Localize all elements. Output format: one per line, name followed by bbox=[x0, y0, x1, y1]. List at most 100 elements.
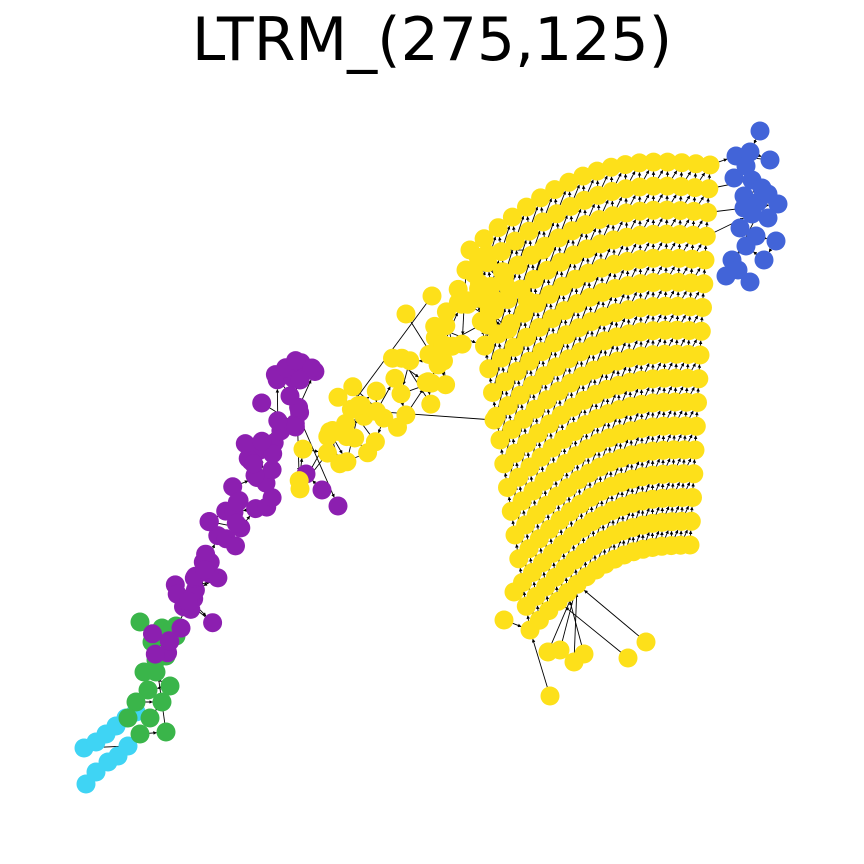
graph-node bbox=[475, 335, 495, 355]
graph-node bbox=[268, 411, 288, 431]
graph-node bbox=[348, 396, 368, 415]
graph-node bbox=[495, 266, 515, 286]
graph-node bbox=[479, 359, 499, 379]
graph-node bbox=[766, 231, 786, 251]
graph-node bbox=[171, 618, 191, 638]
graph-node bbox=[686, 416, 706, 436]
graph-node bbox=[383, 348, 402, 368]
graph-node bbox=[336, 414, 356, 433]
graph-node bbox=[643, 224, 663, 244]
graph-node bbox=[750, 121, 770, 141]
graph-node bbox=[616, 179, 636, 199]
graph-node bbox=[740, 272, 760, 292]
graph-node bbox=[522, 245, 542, 265]
graph-node bbox=[657, 176, 677, 196]
graph-node bbox=[159, 631, 179, 651]
graph-node bbox=[491, 348, 511, 368]
graph-node bbox=[504, 337, 524, 357]
graph-node bbox=[685, 178, 705, 198]
graph-node bbox=[491, 242, 511, 262]
graph-node bbox=[400, 351, 420, 371]
graph-node bbox=[699, 179, 719, 199]
graph-node bbox=[691, 321, 711, 341]
graph-edge bbox=[584, 590, 647, 643]
graph-node bbox=[226, 536, 245, 556]
graph-node bbox=[698, 203, 717, 222]
graph-node bbox=[145, 644, 165, 664]
graph-node bbox=[630, 177, 650, 197]
graph-node bbox=[681, 511, 701, 531]
graph-node bbox=[285, 417, 305, 437]
graph-node bbox=[436, 375, 456, 395]
graph-node bbox=[302, 358, 322, 378]
graph-nodes bbox=[74, 121, 788, 794]
graph-node bbox=[263, 444, 283, 464]
graph-node bbox=[203, 613, 223, 633]
graph-node bbox=[574, 644, 594, 664]
graph-edge bbox=[531, 638, 551, 697]
graph-node bbox=[488, 218, 508, 238]
graph-node bbox=[226, 513, 246, 533]
graph-node bbox=[134, 662, 154, 682]
graph-node bbox=[615, 155, 635, 175]
graph-node bbox=[758, 184, 778, 204]
graph-node bbox=[488, 324, 508, 344]
graph-node bbox=[262, 488, 282, 508]
graph-node bbox=[474, 229, 494, 249]
graph-node bbox=[688, 393, 707, 412]
graph-node bbox=[671, 177, 691, 197]
graph-node bbox=[531, 188, 551, 208]
graph-node bbox=[685, 440, 705, 460]
graph-node bbox=[696, 226, 716, 246]
graph-node bbox=[498, 290, 518, 309]
graph-node bbox=[716, 266, 736, 286]
graph-node bbox=[690, 345, 710, 365]
graph-node bbox=[252, 431, 272, 451]
graph-node bbox=[504, 582, 524, 602]
graph-node bbox=[138, 680, 158, 700]
graph-node bbox=[460, 240, 480, 260]
graph-node bbox=[471, 311, 491, 331]
graph-node bbox=[337, 452, 357, 472]
graph-node bbox=[508, 255, 528, 275]
graph-node bbox=[514, 303, 534, 323]
graph-node bbox=[693, 298, 712, 317]
graph-node bbox=[244, 454, 264, 474]
graph-edge bbox=[573, 593, 579, 663]
graph-node bbox=[428, 355, 448, 375]
graph-node bbox=[366, 381, 386, 401]
graph-node bbox=[517, 197, 536, 217]
graph-node bbox=[644, 152, 663, 172]
graph-node bbox=[312, 480, 332, 500]
graph-node bbox=[672, 153, 692, 173]
graph-node bbox=[657, 200, 677, 220]
graph-node bbox=[519, 221, 539, 241]
graph-node bbox=[644, 176, 663, 196]
graph-node bbox=[130, 724, 150, 744]
graph-node bbox=[670, 201, 690, 221]
graph-node bbox=[485, 300, 504, 320]
graph-node bbox=[630, 201, 650, 221]
graph-node bbox=[223, 477, 243, 497]
graph-node bbox=[396, 304, 416, 324]
graph-node bbox=[196, 544, 216, 564]
graph-node bbox=[618, 648, 638, 668]
graph-node bbox=[686, 154, 706, 174]
graph-node bbox=[484, 410, 504, 430]
graph-node bbox=[511, 279, 531, 299]
graph-node bbox=[736, 236, 756, 256]
graph-node bbox=[345, 428, 365, 448]
graph-node bbox=[118, 736, 138, 756]
graph-node bbox=[343, 377, 363, 397]
graph-node bbox=[290, 370, 310, 390]
graph-node bbox=[734, 198, 754, 218]
graph-node bbox=[545, 180, 565, 200]
graph-node bbox=[658, 152, 678, 172]
graph-node bbox=[293, 439, 313, 459]
graph-node bbox=[481, 276, 501, 296]
graph-node bbox=[385, 368, 405, 388]
graph-node bbox=[478, 253, 498, 273]
graph-node bbox=[160, 676, 180, 696]
graph-node bbox=[694, 274, 714, 294]
graph-edge bbox=[565, 606, 629, 659]
